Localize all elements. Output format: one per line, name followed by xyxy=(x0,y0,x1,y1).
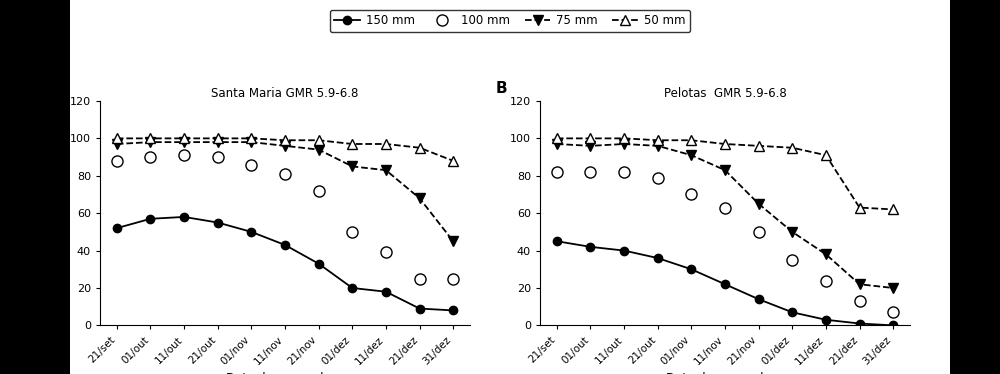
Text: A: A xyxy=(56,82,67,96)
Title: Pelotas  GMR 5.9-6.8: Pelotas GMR 5.9-6.8 xyxy=(664,87,786,100)
Title: Santa Maria GMR 5.9-6.8: Santa Maria GMR 5.9-6.8 xyxy=(211,87,359,100)
X-axis label: Data de semeadura: Data de semeadura xyxy=(226,373,344,374)
Text: B: B xyxy=(496,82,507,96)
X-axis label: Data de semeadura: Data de semeadura xyxy=(666,373,784,374)
Y-axis label: Probabilidade (%): Probabilidade (%) xyxy=(51,161,64,266)
Legend: 150 mm, 100 mm, 75 mm, 50 mm: 150 mm, 100 mm, 75 mm, 50 mm xyxy=(330,10,690,32)
